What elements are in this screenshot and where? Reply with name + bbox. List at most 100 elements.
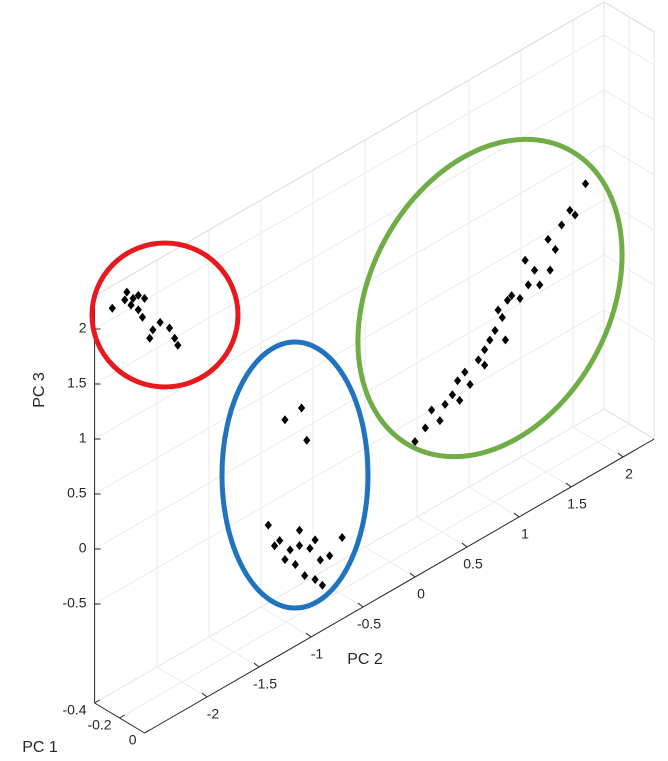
tick-mark — [565, 482, 572, 488]
point — [524, 280, 532, 290]
z-tick-label: 2 — [79, 320, 87, 336]
point — [264, 520, 272, 530]
point — [286, 545, 294, 555]
grid-line — [94, 144, 605, 440]
point — [149, 325, 157, 335]
y-tick-label: 0.5 — [463, 556, 483, 572]
point — [461, 367, 469, 377]
point — [281, 555, 289, 564]
point — [295, 525, 304, 535]
point — [301, 571, 309, 581]
point — [121, 295, 129, 305]
y-tick-label: -2 — [207, 706, 220, 722]
point — [291, 560, 299, 569]
cluster-highlight — [89, 240, 241, 390]
y-tick-label: 2 — [625, 466, 633, 482]
tick-mark — [94, 699, 100, 704]
point — [140, 293, 149, 303]
point — [156, 317, 164, 327]
grid-line — [94, 408, 605, 704]
point — [466, 380, 474, 389]
point — [441, 399, 449, 409]
point — [536, 280, 544, 290]
point — [316, 555, 324, 565]
point — [165, 323, 174, 333]
grid-line — [94, 199, 605, 495]
point — [546, 265, 554, 275]
point — [295, 541, 304, 551]
point — [503, 295, 512, 305]
y-tick-label: -0.5 — [357, 616, 381, 632]
point — [171, 333, 179, 343]
z-tick-label: -0.5 — [62, 595, 86, 611]
point — [303, 435, 311, 445]
y-axis — [144, 438, 655, 734]
point — [453, 376, 462, 386]
point — [566, 205, 574, 215]
point — [498, 313, 506, 322]
tick-mark — [201, 692, 208, 698]
point — [581, 179, 590, 189]
point — [516, 294, 524, 303]
point — [138, 312, 147, 322]
point — [326, 551, 334, 561]
point — [491, 326, 499, 335]
point — [411, 437, 419, 447]
point — [557, 220, 566, 230]
y-tick-label: 0 — [417, 586, 425, 602]
point — [508, 291, 516, 301]
tick-mark — [617, 452, 624, 458]
z-tick-label: 0.5 — [67, 485, 87, 501]
tick-mark — [513, 512, 520, 518]
point — [311, 575, 319, 584]
point — [108, 303, 116, 313]
y-tick-label: 1 — [521, 526, 529, 542]
cluster-highlight — [219, 339, 371, 611]
point — [146, 333, 154, 343]
point — [129, 293, 137, 303]
point — [338, 533, 346, 542]
point — [127, 300, 135, 310]
cluster-highlight — [355, 136, 625, 460]
point — [551, 245, 559, 254]
point — [421, 423, 429, 433]
grid-line — [94, 89, 605, 385]
point — [544, 234, 552, 244]
point — [281, 415, 289, 425]
point — [123, 287, 131, 297]
grid-line — [94, 254, 605, 550]
y-tick-label: 1.5 — [567, 496, 587, 512]
grid-line — [119, 423, 630, 719]
tick-mark — [119, 714, 125, 719]
point — [530, 265, 539, 275]
point — [481, 360, 489, 370]
x-tick-label: -0.2 — [87, 717, 111, 733]
grid-line — [94, 309, 605, 605]
point — [494, 305, 502, 315]
point — [276, 536, 284, 545]
x-tick-label: 0 — [129, 732, 137, 748]
x-axis-title: PC 1 — [22, 739, 58, 756]
point — [474, 355, 482, 365]
tick-mark — [357, 602, 364, 608]
point — [427, 405, 436, 415]
tick-mark — [144, 729, 150, 734]
point — [486, 335, 494, 345]
point — [174, 340, 182, 350]
z-tick-label: 1.5 — [67, 375, 87, 391]
tick-mark — [409, 572, 416, 578]
point — [306, 543, 314, 553]
z-axis-title: PC 3 — [31, 372, 48, 408]
point — [297, 403, 306, 413]
y-tick-label: -1.5 — [253, 676, 277, 692]
point — [436, 416, 444, 426]
point — [571, 210, 579, 220]
x-tick-label: -0.4 — [62, 702, 86, 718]
point — [521, 255, 529, 265]
point — [134, 305, 142, 315]
axes: -0.5 0 0.5 1 1.5 2 -2 -1.5 -1 -0.5 0 0.5 1 1.5 2 -0.4-0… — [62, 296, 655, 748]
points — [108, 179, 590, 590]
box-edge — [94, 1, 605, 297]
z-tick-label: 1 — [79, 430, 87, 446]
